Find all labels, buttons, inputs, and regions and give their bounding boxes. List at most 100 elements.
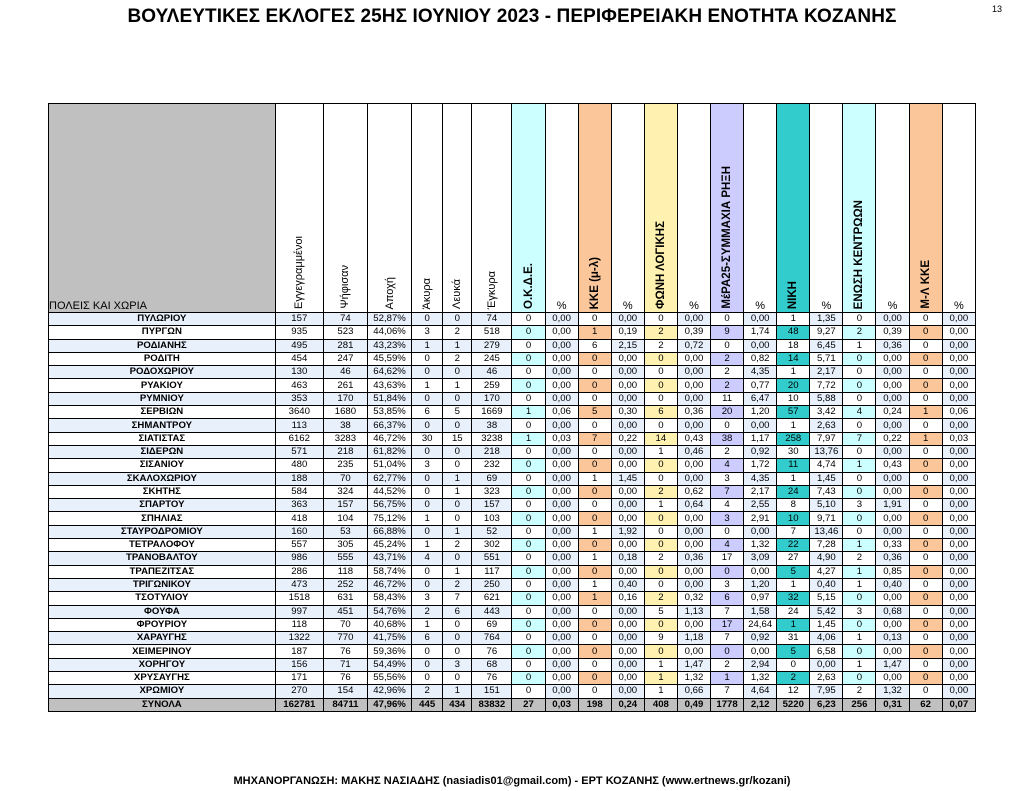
blank-cell: 0 [442,391,473,407]
table-row: ΠΥΡΓΩΝ 935 523 44,06% 3 2 518 0 0,00 1 0,19 2 0,39 9 1… [48,325,977,340]
ml-kke-votes-cell: 0 [908,444,943,460]
blank-cell: 1 [442,338,473,353]
enosi-kentroon-pct-cell: 1,32 [875,684,910,699]
foni-logikis-votes-cell: 2 [643,484,678,500]
enosi-kentroon-votes-cell: 0 [842,671,877,686]
kke-ml-votes-cell: 1 [577,577,612,593]
niki-votes-cell: 22 [776,538,811,553]
ml-kke-pct-cell: 0,00 [941,418,977,433]
abstention-cell: 46,72% [366,577,413,593]
valid-cell: 157 [471,498,513,513]
abstention-cell: 40,68% [366,617,413,633]
niki-votes-cell: 24 [776,484,811,500]
niki-pct-cell: 0,40 [809,577,844,593]
table-row: ΧΑΡΑΥΓΗΣ 1322 770 41,75% 6 0 764 0 0,00 0 0,00 9 1,1… [48,631,977,646]
abstention-cell: 43,63% [366,378,413,393]
okde-pct-cell: 0,00 [544,644,579,659]
voted-cell: 104 [322,511,369,526]
invalid-cell: 30 [411,431,444,446]
voted-cell: 53 [322,524,369,540]
voted-cell: 305 [322,538,369,553]
invalid-cell: 3 [411,325,444,340]
mera25-pct-cell: 1,20 [743,577,778,593]
abstention-cell: 75,12% [366,511,413,526]
enosi-kentroon-votes-cell: 0 [842,418,877,433]
invalid-cell: 0 [411,484,444,500]
voted-cell: 76 [322,671,369,686]
okde-pct-cell: 0,00 [544,311,579,327]
place-name-cell: ΧΟΡΗΓΟΥ [48,657,276,673]
registered-cell: 495 [274,338,324,353]
registered-cell: 113 [274,418,324,433]
niki-votes-cell: 31 [776,631,811,646]
valid-cell: 232 [471,458,513,473]
kke-ml-pct-cell: 0,00 [610,484,645,500]
okde-votes-cell: 0 [511,564,546,579]
total-mera25-pct-cell: 2,12 [743,697,778,712]
kke-ml-pct-cell: 0,00 [610,378,645,393]
mera25-pct-cell: 3,09 [743,551,778,566]
ml-kke-pct-cell: 0,06 [941,405,977,420]
invalid-cell: 1 [411,378,444,393]
niki-pct-cell: 4,90 [809,551,844,566]
foni-logikis-votes-cell: 0 [643,511,678,526]
enosi-kentroon-votes-cell: 7 [842,431,877,446]
enosi-kentroon-pct-cell: 0,36 [875,338,910,353]
mera25-votes-cell: 0 [710,418,745,433]
total-mera25-votes-cell: 1778 [710,697,745,712]
total-foni-logikis-pct-cell: 0,49 [676,697,712,712]
enosi-kentroon-votes-cell: 0 [842,644,877,659]
place-name-cell: ΧΕΙΜΕΡΙΝΟΥ [48,644,276,659]
abstention-cell: 42,96% [366,684,413,699]
mera25-votes-cell: 0 [710,338,745,353]
mera25-votes-cell: 0 [710,564,745,579]
niki-votes-cell: 2 [776,671,811,686]
valid-cell: 250 [471,577,513,593]
ml-kke-pct-cell: 0,00 [941,671,977,686]
enosi-kentroon-votes-cell: 0 [842,365,877,380]
abstention-cell: 66,37% [366,418,413,433]
mera25-votes-cell: 3 [710,577,745,593]
voted-cell: 74 [322,311,369,327]
table-row: ΦΟΥΦΑ 997 451 54,76% 2 6 443 0 0,00 0 0,00 5 1,13 7 1,… [48,604,977,619]
ml-kke-pct-cell: 0,00 [941,604,977,619]
table-row: ΧΟΡΗΓΟΥ 156 71 54,49% 0 3 68 0 0,00 0 0,00 1 1,47 2 2,… [48,657,977,673]
invalid-cell: 0 [411,391,444,407]
enosi-kentroon-pct-cell: 0,00 [875,511,910,526]
table-row: ΣΠΗΛΙΑΣ 418 104 75,12% 1 0 103 0 0,00 0 0,00 0 0,00 3… [48,511,977,526]
valid-cell: 1669 [471,405,513,420]
voted-cell: 523 [322,325,369,340]
okde-pct-cell: 0,00 [544,524,579,540]
footer-credits: ΜΗΧΑΝΟΡΓΑΝΩΣΗ: ΜΑΚΗΣ ΝΑΣΙΑΔΗΣ (nasiadis0… [233,775,791,787]
enosi-kentroon-votes-cell: 0 [842,591,877,606]
mera25-votes-cell: 2 [710,657,745,673]
kke-ml-pct-cell: 0,00 [610,631,645,646]
okde-votes-cell: 0 [511,671,546,686]
registered-cell: 473 [274,577,324,593]
blank-cell: 0 [442,311,473,327]
niki-votes-cell: 1 [776,418,811,433]
mera25-votes-cell: 2 [710,351,745,367]
invalid-cell: 0 [411,311,444,327]
ml-kke-pct-cell: 0,00 [941,644,977,659]
voted-cell: 631 [322,591,369,606]
header-party-okde: Ο.Κ.Δ.Ε. [511,103,546,313]
place-name-cell: ΣΙΣΑΝΙΟΥ [48,458,276,473]
okde-pct-cell: 0,00 [544,365,579,380]
invalid-cell: 0 [411,524,444,540]
mera25-votes-cell: 2 [710,444,745,460]
blank-cell: 0 [442,418,473,433]
ml-kke-votes-cell: 0 [908,498,943,513]
mera25-pct-cell: 1,74 [743,325,778,340]
blank-cell: 6 [442,604,473,619]
table-row: ΡΥΑΚΙΟΥ 463 261 43,63% 1 1 259 0 0,00 0 0,00 0 0,00 2… [48,378,977,393]
abstention-cell: 52,87% [366,311,413,327]
foni-logikis-votes-cell: 0 [643,644,678,659]
abstention-cell: 56,75% [366,498,413,513]
foni-logikis-votes-cell: 2 [643,338,678,353]
enosi-kentroon-pct-cell: 1,47 [875,657,910,673]
kke-ml-pct-cell: 0,00 [610,418,645,433]
invalid-cell: 0 [411,351,444,367]
registered-cell: 463 [274,378,324,393]
okde-votes-cell: 0 [511,684,546,699]
